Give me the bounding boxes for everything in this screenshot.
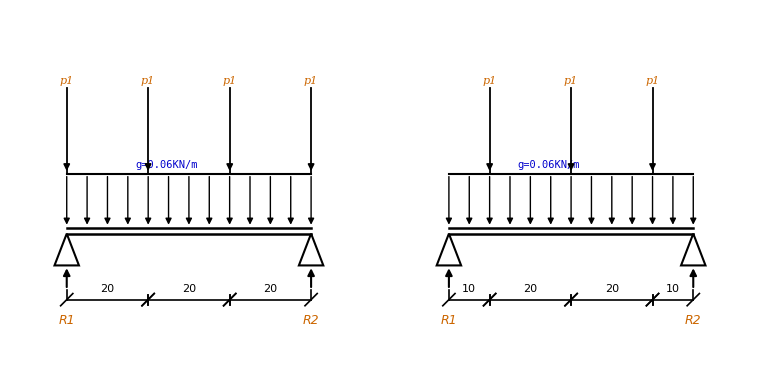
Text: p1: p1 (59, 76, 74, 86)
Text: 20: 20 (524, 283, 537, 293)
Text: 20: 20 (182, 283, 196, 293)
Text: 20: 20 (264, 283, 277, 293)
Text: R1: R1 (59, 314, 75, 327)
Text: 20: 20 (100, 283, 115, 293)
Text: 20: 20 (605, 283, 619, 293)
Text: p1: p1 (141, 76, 155, 86)
Text: 10: 10 (462, 283, 477, 293)
Text: R1: R1 (441, 314, 458, 327)
Text: p1: p1 (483, 76, 497, 86)
Text: R2: R2 (302, 314, 319, 327)
Text: 10: 10 (666, 283, 680, 293)
Text: p1: p1 (304, 76, 318, 86)
Text: g=0.06KN/m: g=0.06KN/m (135, 160, 198, 170)
Text: p1: p1 (564, 76, 578, 86)
Text: p1: p1 (223, 76, 237, 86)
Text: g=0.06KN/m: g=0.06KN/m (518, 160, 580, 170)
Text: p1: p1 (645, 76, 660, 86)
Text: R2: R2 (685, 314, 701, 327)
